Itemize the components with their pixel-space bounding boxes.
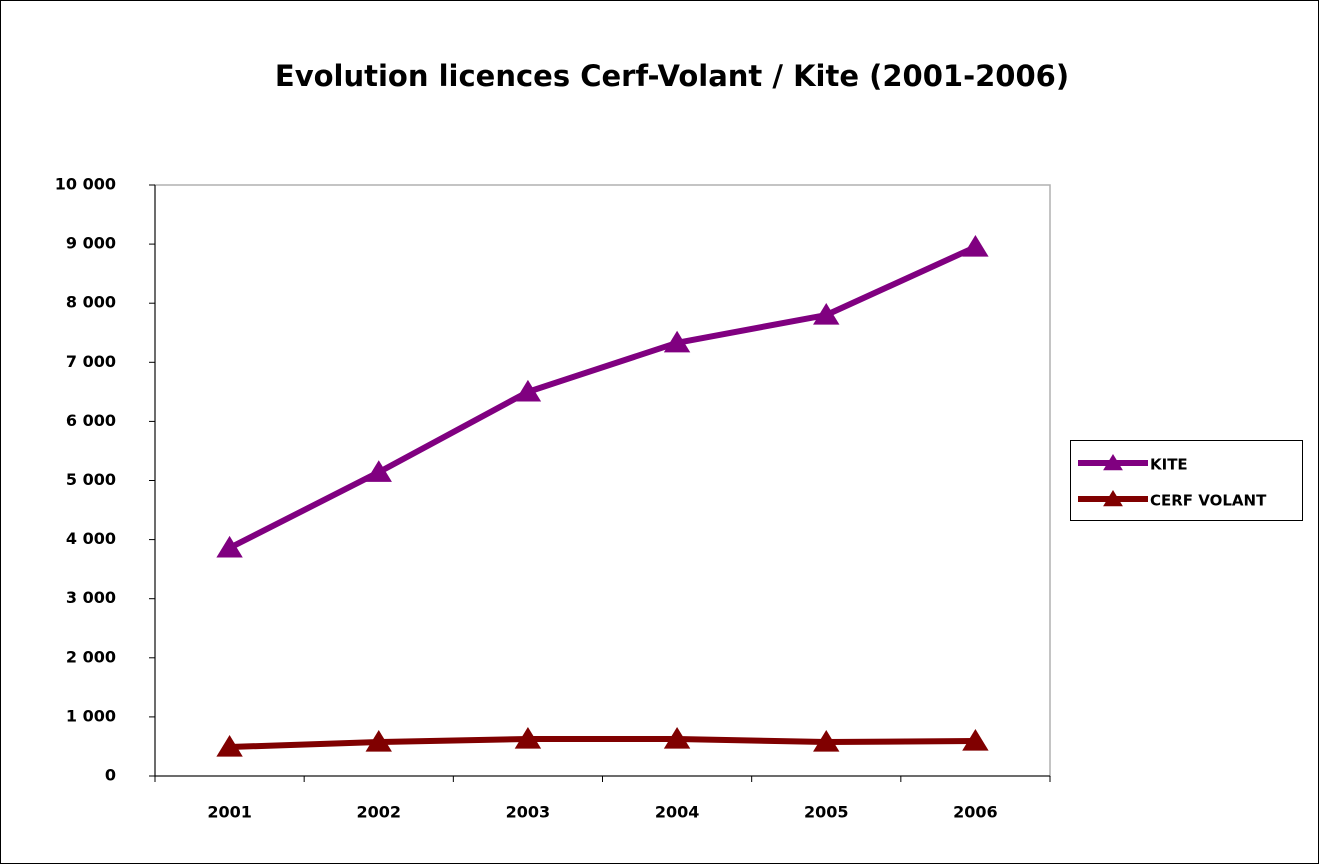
legend-marker: [1103, 490, 1123, 507]
legend-marker: [1103, 454, 1123, 471]
series-line: [229, 736, 976, 751]
legend: [1070, 440, 1303, 521]
series-line: [228, 244, 977, 551]
marker: [514, 727, 542, 749]
x-tick-label: 2004: [655, 803, 700, 822]
y-tick-label: 4 000: [66, 529, 116, 548]
marker: [663, 727, 691, 749]
marker: [813, 730, 840, 752]
marker: [514, 379, 542, 402]
y-tick-label: 5 000: [66, 470, 116, 489]
marker: [365, 460, 392, 482]
y-tick-label: 2 000: [66, 647, 116, 666]
y-tick-label: 6 000: [66, 411, 116, 430]
marker: [813, 303, 840, 325]
x-tick-label: 2003: [506, 803, 551, 822]
chart-title: Evolution licences Cerf-Volant / Kite (2…: [275, 59, 1069, 93]
marker: [962, 235, 989, 257]
y-tick-label: 7 000: [66, 352, 116, 371]
y-tick-label: 8 000: [66, 293, 116, 312]
marker: [365, 730, 392, 752]
y-tick-label: 10 000: [55, 175, 116, 194]
y-tick-label: 9 000: [66, 234, 116, 253]
marker: [216, 735, 243, 757]
marker: [663, 330, 691, 353]
x-tick-label: 2002: [356, 803, 401, 822]
x-tick-label: 2006: [953, 803, 998, 822]
y-tick-label: 0: [105, 766, 116, 785]
x-tick-label: 2001: [207, 803, 252, 822]
marker: [216, 535, 243, 558]
y-tick-label: 1 000: [66, 706, 116, 725]
marker: [962, 729, 989, 751]
y-tick-label: 3 000: [66, 588, 116, 607]
legend-label: CERF VOLANT: [1150, 492, 1267, 510]
x-tick-label: 2005: [804, 803, 849, 822]
legend-label: KITE: [1150, 456, 1188, 474]
